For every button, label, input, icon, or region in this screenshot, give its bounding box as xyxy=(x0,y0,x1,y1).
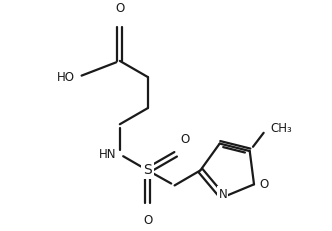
Text: O: O xyxy=(180,133,189,146)
Text: S: S xyxy=(143,163,152,177)
Text: HN: HN xyxy=(99,148,117,161)
Text: N: N xyxy=(218,188,227,201)
Text: CH₃: CH₃ xyxy=(270,122,292,135)
Text: O: O xyxy=(259,178,269,191)
Text: O: O xyxy=(115,2,124,15)
Text: O: O xyxy=(143,214,152,227)
Text: HO: HO xyxy=(57,70,75,84)
